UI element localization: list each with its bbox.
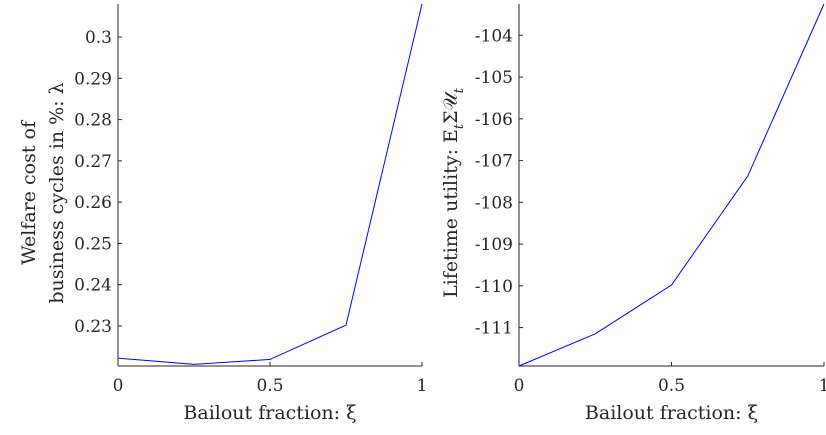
x-tick-label: 0: [113, 376, 124, 396]
x-axis-title: Bailout fraction: ξ: [585, 402, 758, 424]
y-tick-label: 0.26: [74, 193, 112, 213]
x-tick-label: 1: [417, 376, 428, 396]
y-tick-label: -104: [475, 26, 513, 46]
y-tick-label: 0.23: [74, 317, 112, 337]
chart-panel-2: -111 -110 -109 -108 -107 -106 -105 -104 0 0.5 1 Bai…: [440, 3, 826, 424]
y-tick-label: -108: [475, 193, 513, 213]
y-axis-title: Lifetime utility: EtΣ𝒰t: [440, 87, 467, 298]
x-tick-label: 0: [514, 376, 525, 396]
series-line-1: [518, 3, 825, 367]
chart-panel-1: 0.23 0.24 0.25 0.26 0.27 0.28 0.29 0.3 0 0.5 1 Bail…: [18, 3, 428, 424]
y-tick-label: -107: [475, 152, 513, 172]
x-axis-title: Bailout fraction: ξ: [183, 402, 356, 424]
y-tick-label: 0.29: [74, 69, 112, 89]
y-tick-label: -106: [475, 110, 513, 130]
x-tick-label: 1: [819, 376, 826, 396]
y-tick-label: -111: [475, 319, 513, 339]
y-tick-label: 0.3: [85, 28, 112, 48]
series-line-1: [117, 3, 423, 365]
y-axis-title: business cycles in %: λ: [46, 82, 68, 303]
y-tick-label: -105: [475, 68, 513, 88]
x-tick-label: 0.5: [256, 376, 283, 396]
x-tick-label: 0.5: [658, 376, 685, 396]
y-tick-label: -110: [475, 277, 513, 297]
y-tick-label: 0.28: [74, 111, 112, 131]
y-tick-label: 0.25: [74, 234, 112, 254]
y-tick-label: 0.24: [74, 276, 112, 296]
y-tick-label: 0.27: [74, 152, 112, 172]
y-axis-title: Welfare cost of: [18, 119, 40, 265]
y-tick-label: -109: [475, 235, 513, 255]
